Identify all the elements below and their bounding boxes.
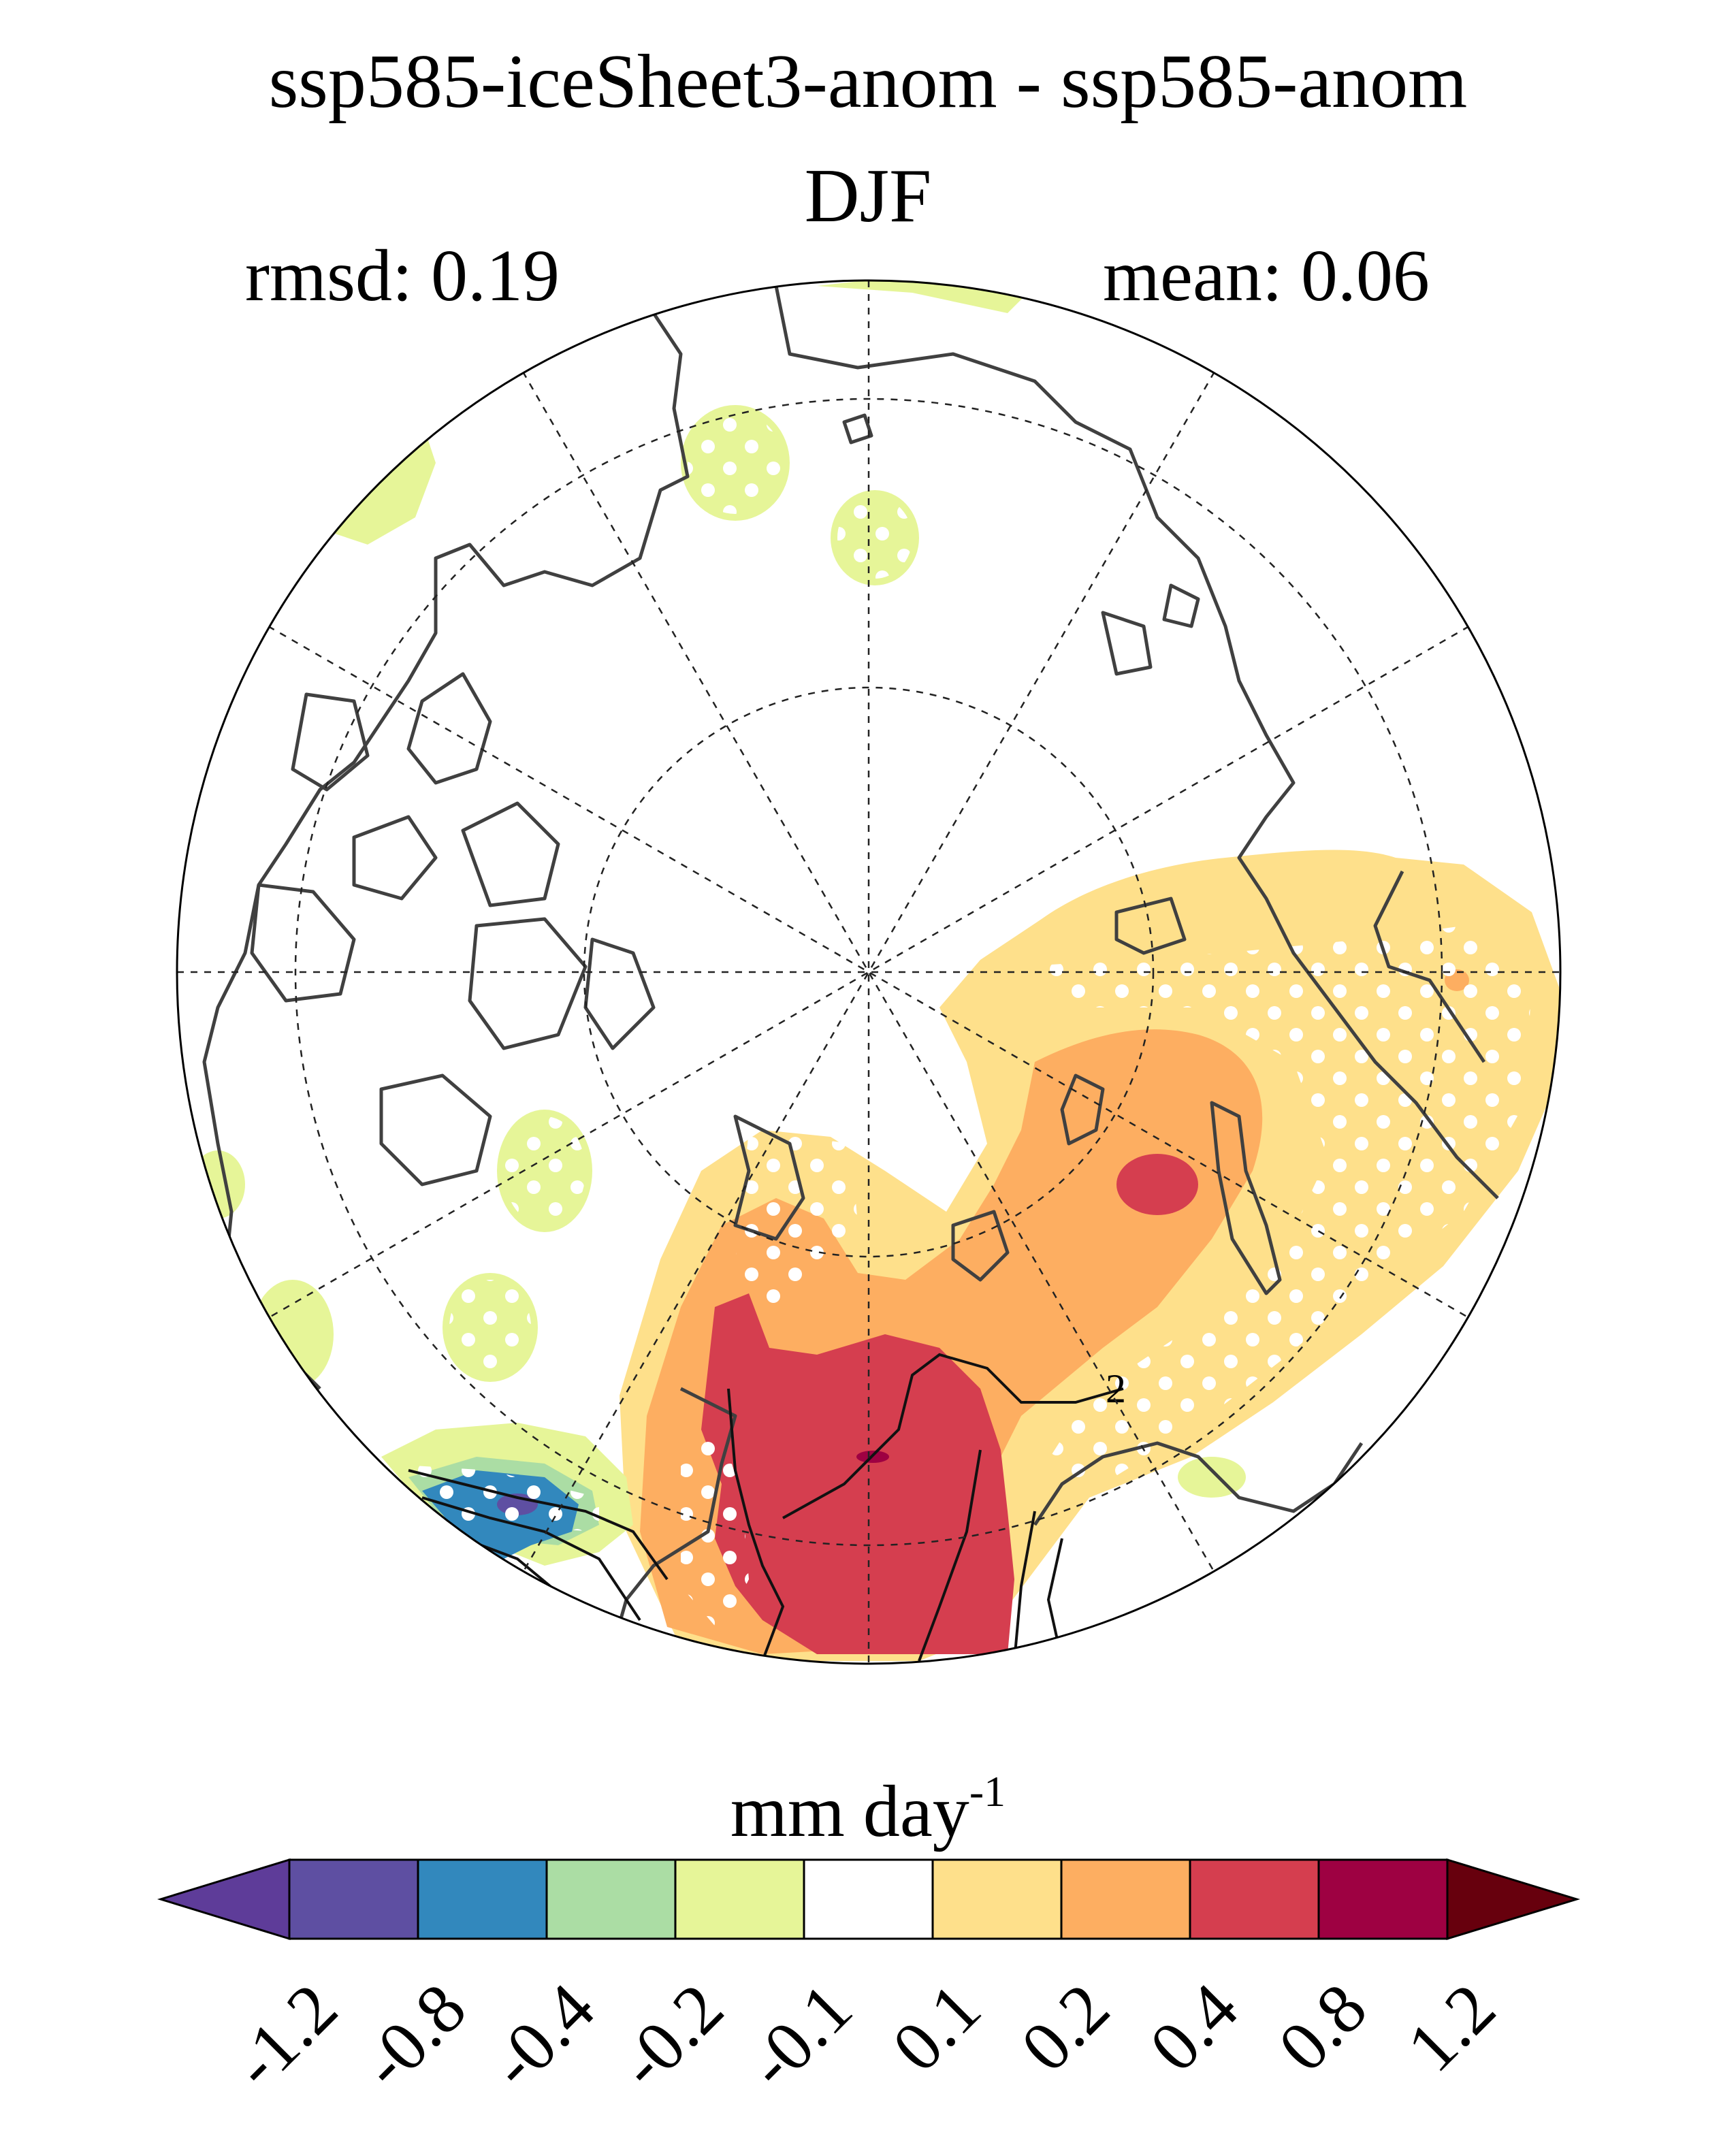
mean-label: mean: 0.06 — [1103, 236, 1430, 317]
colorbar-units-text: mm day — [730, 1771, 969, 1852]
colorbar-tick-label: -1.2 — [218, 1969, 353, 2103]
colorbar-tick-label: 0.4 — [1135, 1969, 1253, 2086]
colorbar-tick-label: 1.2 — [1392, 1969, 1510, 2086]
colorbar-tick-label: -0.1 — [733, 1969, 867, 2103]
colorbar-swatch — [545, 1858, 677, 1940]
colorbar-tick-label: -0.4 — [475, 1969, 610, 2103]
significance-stippling — [381, 412, 1532, 1634]
coastlines — [202, 285, 1499, 1648]
colorbar-tick-label: -0.2 — [604, 1969, 739, 2103]
colorbar-units-exponent: -1 — [969, 1767, 1006, 1816]
map-frame — [176, 279, 1562, 1665]
colorbar-swatch — [1317, 1858, 1449, 1940]
anomaly-0.4-0.8-region — [701, 1293, 1014, 1654]
colorbar-swatch — [803, 1858, 934, 1940]
colorbar-arrow-high — [1446, 1858, 1581, 1941]
colorbar-swatch — [417, 1858, 548, 1940]
colorbar-tick-label: 0.1 — [878, 1969, 995, 2086]
anomaly-0.4-0.8-region-east — [1116, 1154, 1198, 1215]
colorbar-tick-label: 0.8 — [1264, 1969, 1381, 2086]
figure-title: ssp585-iceSheet3-anom - ssp585-anom — [268, 39, 1468, 124]
colorbar-swatch — [674, 1858, 805, 1940]
colorbar-swatch — [288, 1858, 419, 1940]
graticule — [177, 280, 1560, 1664]
colorbar-units: mm day-1 — [0, 1770, 1736, 1849]
colorbar-swatch — [1060, 1858, 1191, 1940]
colorbar-swatch — [931, 1858, 1063, 1940]
colorbar-swatch — [1189, 1858, 1320, 1940]
rmsd-label: rmsd: 0.19 — [245, 236, 560, 317]
season-label: DJF — [804, 154, 932, 238]
colorbar-tick-label: 0.2 — [1006, 1969, 1124, 2086]
colorbar-tick-label: -0.8 — [347, 1969, 481, 2103]
colorbar-arrow-low — [157, 1858, 291, 1941]
